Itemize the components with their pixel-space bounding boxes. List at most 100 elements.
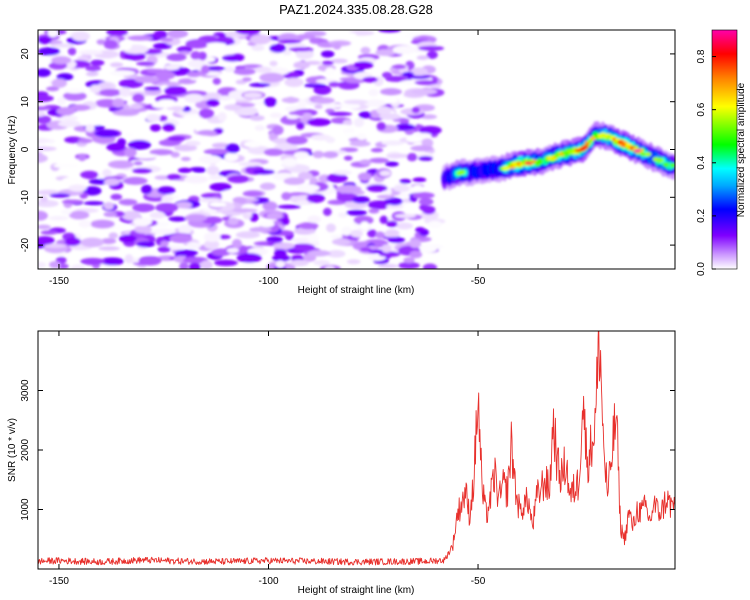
noise-cell [281,217,290,226]
noise-cell [263,97,277,107]
x-tick-label: -150 [49,276,69,287]
noise-cell [96,39,107,45]
noise-cell [362,36,374,43]
noise-cell [185,39,209,49]
noise-cell [379,215,389,224]
noise-cell [185,140,201,147]
noise-cell [90,59,105,66]
noise-cell [332,42,342,50]
noise-cell [167,135,186,142]
ridge-cell [589,136,597,141]
noise-cell [419,125,442,135]
noise-cell [129,103,143,110]
colorbar-label: Normalized spectral amplitude [736,82,747,217]
colorbar-tick-label: 0.8 [696,49,707,63]
noise-cell [180,156,191,162]
noise-cell [124,254,134,264]
noise-cell [47,40,63,45]
noise-cell [50,43,75,48]
noise-cell [345,79,366,84]
noise-cell [263,148,284,156]
noise-cell [197,129,217,136]
noise-cell [199,197,222,203]
colorbar-tick-label: 0.4 [696,155,707,169]
noise-cell [227,217,239,226]
noise-cell [343,132,357,138]
noise-cell [112,109,139,116]
noise-cell [367,200,393,210]
noise-cell [307,215,321,224]
noise-cell [327,111,353,117]
spectrogram-y-ticks: -20 -10 0 10 20 [20,48,675,252]
noise-cell [85,124,95,133]
noise-cell [331,238,351,246]
noise-cell [233,68,256,75]
noise-cell [206,165,220,176]
noise-cell [242,190,263,197]
noise-cell [212,77,221,85]
noise-cell [190,51,201,60]
noise-cell [414,132,432,138]
noise-cell [203,239,220,250]
noise-cell [329,124,353,129]
noise-cell [132,217,153,227]
noise-cell [352,196,370,204]
noise-cell [110,62,124,68]
noise-cell [38,137,51,144]
noise-cell [427,220,443,229]
noise-cell [110,193,123,201]
noise-cell [222,54,243,62]
ridge-cell [536,159,544,164]
noise-cell [360,46,371,55]
noise-cell [53,163,79,169]
noise-cell [124,132,135,138]
y-tick-label: 1000 [20,498,31,521]
noise-cell [38,224,51,230]
noise-cell [132,203,155,213]
noise-cell [298,222,319,230]
noise-cell [324,265,335,269]
noise-cell [284,77,304,88]
noise-cell [94,129,120,138]
noise-cell [149,211,166,219]
noise-cell [252,169,275,175]
noise-cell [342,32,357,39]
noise-cell [198,155,222,164]
noise-cell [108,232,118,239]
noise-cell [78,49,104,55]
noise-cell [313,97,335,104]
noise-cell [357,172,372,181]
ridge-peak [574,148,583,152]
noise-cell [343,155,353,161]
y-tick-label: -10 [20,190,31,205]
noise-cell [378,30,401,33]
noise-cell [157,246,171,253]
noise-cell [405,135,423,143]
noise-cell [103,211,118,217]
noise-cell [40,230,58,235]
noise-cell [325,223,336,233]
figure-title: PAZ1.2024.335.08.28.G28 [279,2,433,17]
noise-cell [275,260,285,268]
noise-cell [364,100,386,107]
noise-cell [262,201,278,211]
snr-x-axis-label: Height of straight line (km) [298,585,415,596]
noise-cell [110,224,127,231]
noise-cell [166,106,185,111]
noise-cell [177,167,192,174]
noise-cell [187,71,201,78]
noise-cell [120,40,132,51]
noise-cell [138,255,162,266]
noise-cell [249,34,272,45]
noise-cell [381,71,393,79]
noise-cell [89,84,101,94]
snr-panel: -150 -100 -50 1000 2000 3000 Height of strai… [7,330,676,596]
colorbar-gradient [711,29,738,270]
noise-cell [376,122,387,131]
noise-cell [155,71,176,80]
noise-cell [166,245,185,250]
noise-cell [150,124,161,132]
noise-cell [156,81,182,87]
ridge-peak [633,148,642,152]
noise-cell [106,142,126,152]
